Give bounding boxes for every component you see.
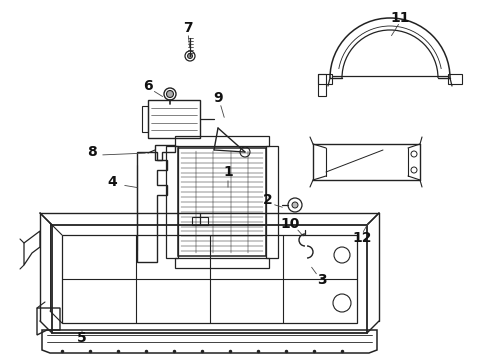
Bar	[178, 148, 266, 256]
Text: 12: 12	[352, 231, 372, 245]
Text: 4: 4	[107, 175, 117, 189]
Text: 10: 10	[280, 217, 300, 231]
Circle shape	[292, 202, 298, 208]
Text: 11: 11	[390, 11, 410, 25]
Bar	[148, 100, 200, 138]
Text: 7: 7	[183, 21, 193, 35]
Text: 8: 8	[87, 145, 97, 159]
Text: 6: 6	[143, 79, 153, 93]
Text: 2: 2	[263, 193, 273, 207]
Circle shape	[167, 90, 173, 98]
Text: 3: 3	[317, 273, 327, 287]
Text: 1: 1	[223, 165, 233, 179]
Text: 9: 9	[213, 91, 223, 105]
Text: 5: 5	[77, 331, 87, 345]
Bar	[192, 217, 207, 225]
Circle shape	[188, 54, 193, 59]
